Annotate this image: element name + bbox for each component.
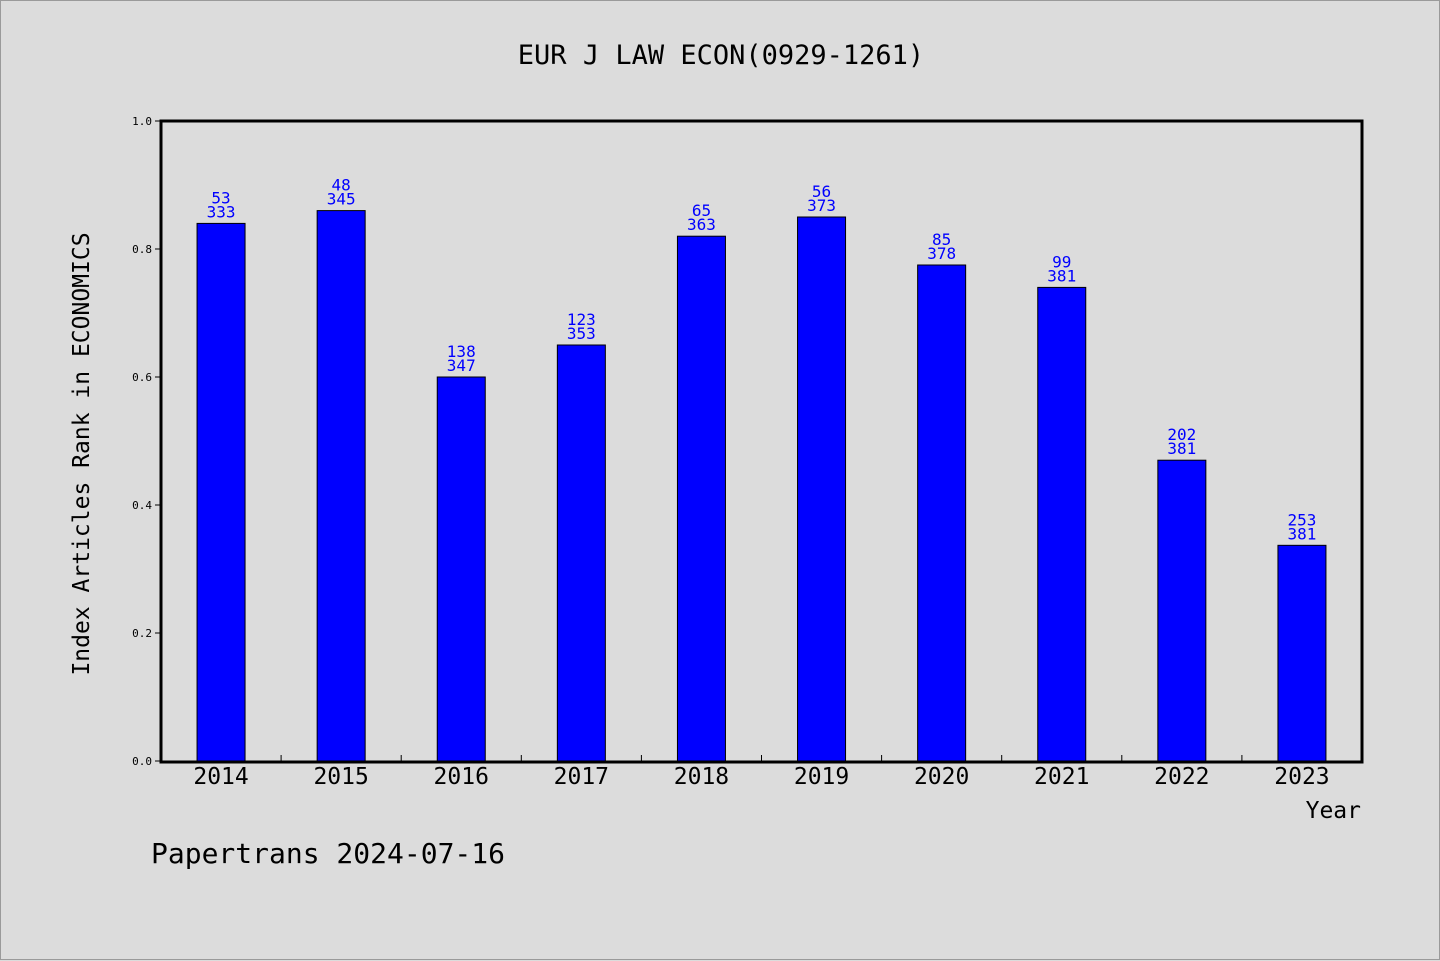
bar-2018 [676,235,726,762]
bar-rank-label: 138 [447,342,476,361]
bar-2017 [556,344,606,762]
x-tick-label: 2019 [794,764,849,790]
bar-total-label: 363 [687,215,716,234]
x-tick-label: 2014 [193,764,248,790]
bar-2022 [1157,459,1207,762]
plot-area-border [159,119,1364,764]
bar-rank-label: 202 [1167,425,1196,444]
bar-total-label: 353 [567,324,596,343]
y-axis-ticks: 0.0 0.2 0.4 0.6 0.8 1.0 [132,115,161,768]
x-tick-label: 2020 [914,764,969,790]
bar-rank-label: 48 [332,176,351,195]
bar-rank-label: 123 [567,310,596,329]
y-tick-label: 0.0 [132,755,152,768]
bars-group [196,210,1327,762]
bar-rank-label: 65 [692,201,711,220]
bar-2019 [797,216,847,762]
footer-text: Papertrans 2024-07-16 [151,837,505,870]
bar-total-label: 333 [207,202,236,221]
x-tick-label: 2022 [1154,764,1209,790]
bar-2021 [1037,286,1087,762]
bar-total-label: 373 [807,196,836,215]
x-tick-label: 2017 [554,764,609,790]
bar-2014 [196,222,246,762]
bar-rank-label: 53 [211,188,230,207]
y-tick-label: 1.0 [132,115,152,128]
y-tick-label: 0.6 [132,371,152,384]
bar-2020 [917,264,967,762]
bar-rank-label: 85 [932,230,951,249]
bar-2015 [316,210,366,762]
y-tick-label: 0.2 [132,627,152,640]
bar-total-label: 381 [1047,266,1076,285]
x-tick-label: 2018 [674,764,729,790]
y-axis-label: Index Articles Rank in ECONOMICS [69,232,95,675]
y-tick-label: 0.4 [132,499,152,512]
bar-rank-label: 56 [812,182,831,201]
x-axis-label: Year [1306,798,1361,824]
x-axis-ticks: 2014 2015 2016 2017 2018 2019 2020 2021 2022 2023 [193,755,1330,790]
bar-total-label: 345 [327,190,356,209]
bar-rank-label: 99 [1052,252,1071,271]
bar-2023 [1277,544,1327,762]
bar-total-label: 347 [447,356,476,375]
x-tick-label: 2015 [313,764,368,790]
bar-rank-label: 253 [1287,510,1316,529]
bar-total-label: 381 [1287,524,1316,543]
x-tick-label: 2021 [1034,764,1089,790]
bar-2016 [436,376,486,762]
chart-title: EUR J LAW ECON(0929-1261) [518,40,924,71]
y-tick-label: 0.8 [132,243,152,256]
x-tick-label: 2023 [1274,764,1329,790]
x-tick-label: 2016 [434,764,489,790]
bar-total-label: 381 [1167,439,1196,458]
bar-total-label: 378 [927,244,956,263]
